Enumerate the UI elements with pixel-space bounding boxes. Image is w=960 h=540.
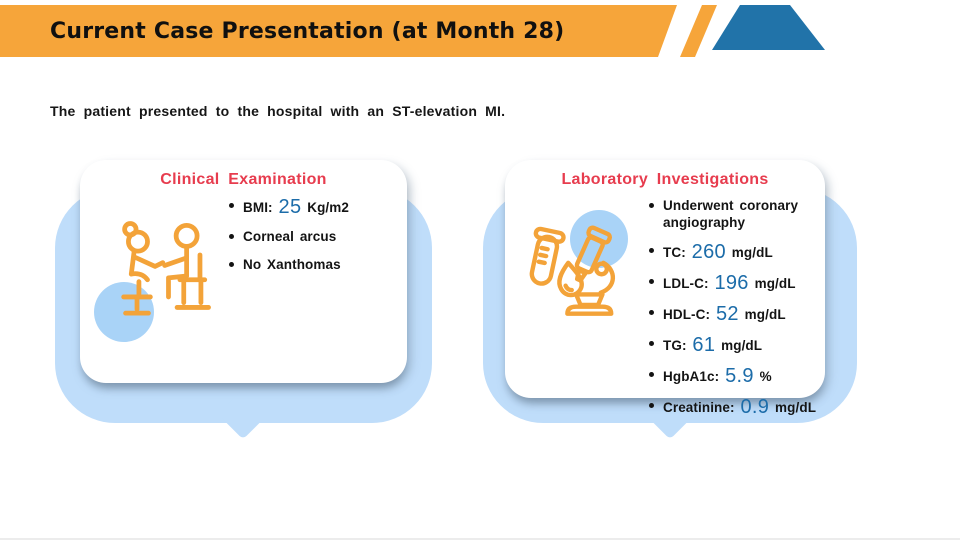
slide-title: Current Case Presentation (at Month 28) (50, 18, 565, 44)
laboratory-bullet-list: Underwent coronary angiography TC: 260 mg… (648, 197, 830, 428)
lab-value: 5.9 (725, 365, 754, 387)
lab-value: 260 (691, 241, 726, 263)
slide-bottom-edge (0, 538, 960, 540)
clinical-bullet-list: BMI: 25 Kg/m2 Corneal arcus No Xanthomas (228, 197, 400, 284)
lab-value: 61 (692, 334, 716, 356)
bullet-item: Underwent coronary angiography (648, 197, 830, 231)
bullet-item: TC: 260 mg/dL (648, 242, 830, 262)
bullet-item: LDL-C: 196 mg/dL (648, 273, 830, 293)
bullet-item: TG: 61 mg/dL (648, 335, 830, 355)
bullet-item: Corneal arcus (228, 228, 400, 245)
lab-value: 25 (278, 196, 302, 218)
lab-value: 0.9 (740, 396, 770, 418)
bullet-item: BMI: 25 Kg/m2 (228, 197, 400, 217)
header-accent-stripe (680, 5, 717, 57)
header-banner: Current Case Presentation (at Month 28) (0, 5, 677, 57)
lab-value: 52 (715, 303, 739, 325)
bullet-item: HDL-C: 52 mg/dL (648, 304, 830, 324)
bullet-item: Creatinine: 0.9 mg/dL (648, 397, 830, 417)
doctor-examining-patient-icon (96, 213, 220, 337)
bullet-item: HgbA1c: 5.9 % (648, 366, 830, 386)
slide-subtitle: The patient presented to the hospital wi… (50, 103, 506, 119)
card-title-clinical: Clinical Examination (160, 171, 327, 188)
bullet-item: No Xanthomas (228, 256, 400, 273)
card-title-laboratory: Laboratory Investigations (561, 171, 769, 188)
lab-value: 196 (714, 272, 749, 294)
header-blue-trapezoid (712, 5, 825, 50)
lab-microscope-test-tube-icon (512, 219, 628, 333)
